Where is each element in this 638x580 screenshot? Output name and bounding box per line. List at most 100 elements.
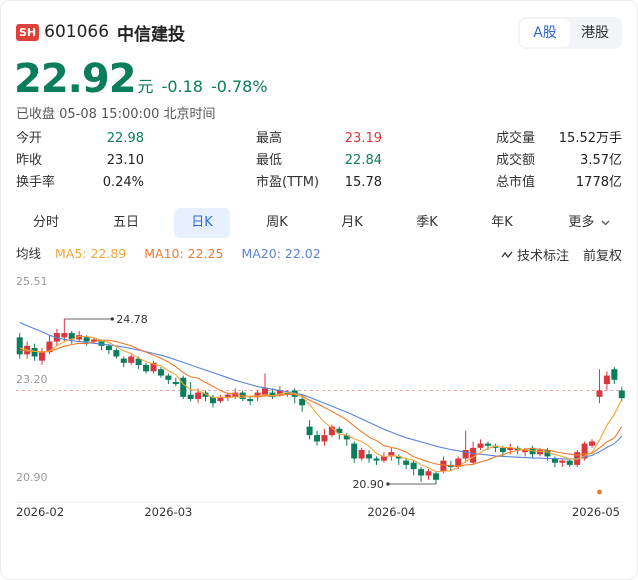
price-row: 22.92 元 -0.18 -0.78% — [14, 56, 276, 102]
high-annotation-label: 24.78 — [116, 313, 148, 326]
exchange-badge: SH — [16, 23, 40, 41]
candle-body — [373, 458, 380, 461]
price-change: -0.18 — [161, 77, 203, 96]
stat-turnover-amount: 成交额 3.57亿 — [496, 152, 622, 174]
candle-body — [618, 390, 625, 399]
candle-body — [358, 449, 365, 459]
stat-low: 最低 22.84 — [256, 152, 382, 174]
stat-label: 成交额 — [496, 153, 536, 168]
last-price: 22.92 — [14, 56, 137, 102]
candle-body — [113, 350, 120, 357]
tab-intraday[interactable]: 分时 — [32, 215, 59, 230]
stat-value: 15.52万手 — [558, 131, 622, 146]
stock-code: 601066 — [44, 22, 110, 42]
candle-body — [157, 369, 164, 376]
stat-value: 22.98 — [106, 131, 144, 146]
tab-daily-k[interactable]: 日K — [174, 208, 230, 238]
stock-header: SH 601066 中信建投 — [16, 20, 185, 45]
candle-body — [83, 337, 90, 342]
ma20-line — [19, 321, 623, 460]
candle-body — [321, 435, 328, 442]
candle-body — [284, 392, 291, 395]
candle-body — [143, 364, 150, 372]
candle-body — [589, 441, 596, 446]
x-tick-label: 2026-04 — [367, 505, 415, 519]
candle-body — [46, 341, 53, 353]
candle-body — [522, 449, 529, 453]
candle-body — [336, 428, 343, 433]
low-annotation-label: 20.90 — [352, 478, 384, 491]
stat-open: 今开 22.98 — [16, 130, 144, 152]
y-tick-label: 20.90 — [16, 471, 48, 484]
stat-label: 最高 — [256, 131, 283, 146]
stat-label: 最低 — [256, 153, 283, 168]
candle-body — [484, 443, 491, 446]
candle-body — [499, 447, 506, 453]
candle-body — [492, 445, 499, 448]
candle-body — [351, 443, 358, 459]
candle-body — [76, 335, 83, 340]
market-tab-hk[interactable]: 港股 — [581, 25, 609, 41]
x-tick-label: 2026-03 — [144, 505, 192, 519]
candle-body — [172, 381, 179, 385]
tab-more[interactable]: 更多 — [556, 208, 622, 238]
candle-body — [31, 347, 38, 357]
candle-body — [440, 460, 447, 472]
price-unit: 元 — [137, 77, 154, 96]
candle-body — [68, 333, 75, 340]
candle-body — [418, 469, 425, 476]
candle-body — [611, 369, 618, 380]
candle-body — [39, 352, 46, 361]
stat-market-cap: 总市值 1778亿 — [496, 174, 622, 196]
candle-body — [425, 471, 432, 476]
ma5-value: MA5: 22.89 — [55, 246, 127, 261]
tab-weekly-k[interactable]: 周K — [266, 215, 288, 230]
stat-high: 最高 23.19 — [256, 130, 382, 152]
candle-body — [120, 358, 127, 363]
ma10-value: MA10: 22.25 — [144, 246, 224, 261]
tab-quarterly-k[interactable]: 季K — [416, 215, 438, 230]
y-tick-label: 25.51 — [16, 275, 48, 288]
candle-body — [61, 333, 68, 338]
candle-body — [314, 435, 321, 442]
candle-body — [537, 449, 544, 455]
tab-monthly-k[interactable]: 月K — [341, 215, 363, 230]
candle-body — [343, 435, 350, 440]
candlestick-chart[interactable]: 25.51 23.20 20.90 24.78 20.90 2026-02 2026-03 2… — [0, 270, 638, 532]
candle-body — [135, 358, 142, 365]
candle-body — [105, 345, 112, 351]
candle-body — [299, 398, 306, 406]
candle-body — [581, 443, 588, 459]
stat-label: 昨收 — [16, 153, 43, 168]
candle-body — [544, 449, 551, 457]
stat-value: 0.24% — [102, 175, 144, 190]
low-annotation-dot — [386, 482, 390, 486]
stat-value: 23.10 — [106, 153, 144, 168]
adjust-toggle[interactable]: 前复权 — [582, 249, 622, 264]
wave-icon — [501, 251, 513, 258]
stat-value: 15.78 — [344, 175, 382, 190]
candle-body — [91, 339, 98, 342]
candle-body — [380, 456, 387, 461]
stat-label: 总市值 — [496, 175, 536, 190]
stat-value: 1778亿 — [575, 175, 622, 190]
tech-annotation-toggle[interactable]: 技术标注 — [516, 249, 569, 264]
candle-body — [165, 375, 172, 380]
candle-body — [566, 460, 573, 465]
stat-value: 23.19 — [344, 131, 382, 146]
candle-body — [388, 452, 395, 457]
x-tick-label: 2026-02 — [16, 505, 64, 519]
market-tab-a-share[interactable]: A股 — [520, 19, 570, 47]
ma20-value: MA20: 22.02 — [241, 246, 321, 261]
high-annotation-dot — [110, 317, 114, 321]
tab-five-day[interactable]: 五日 — [112, 215, 139, 230]
chevron-down-icon — [601, 220, 610, 225]
ma10-line — [19, 339, 623, 467]
candle-body — [366, 454, 373, 459]
ma-legend-title: 均线 — [16, 246, 42, 261]
candle-body — [603, 375, 610, 385]
candle-body — [551, 458, 558, 463]
chart-tools: 技术标注 前复权 — [501, 245, 622, 264]
candle-body — [247, 398, 254, 402]
tab-yearly-k[interactable]: 年K — [491, 215, 513, 230]
